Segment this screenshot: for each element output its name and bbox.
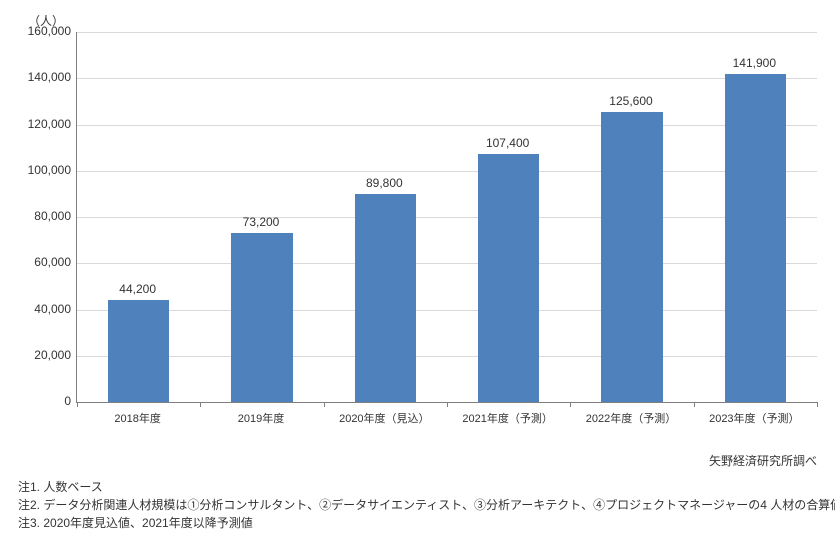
gridline (77, 125, 817, 126)
x-tick-label: 2019年度 (201, 410, 321, 426)
x-tick-label: 2018年度 (78, 410, 198, 426)
y-tick-label: 160,000 (16, 24, 71, 38)
x-tick-label: 2023年度（予測） (694, 410, 814, 426)
bar-value-label: 107,400 (468, 136, 548, 150)
gridline (77, 217, 817, 218)
x-tick (447, 402, 448, 407)
gridline (77, 171, 817, 172)
bar-value-label: 73,200 (221, 215, 301, 229)
chart-container: （人） 矢野経済研究所調べ 注1. 人数ベース 注2. データ分析関連人材規模は… (0, 0, 835, 534)
x-tick-label: 2021年度（予測） (448, 410, 568, 426)
footnote-2: 注2. データ分析関連人材規模は①分析コンサルタント、②データサイエンティスト、… (18, 496, 835, 513)
bar (601, 112, 663, 402)
gridline (77, 310, 817, 311)
gridline (77, 78, 817, 79)
y-tick-label: 120,000 (16, 117, 71, 131)
bar-value-label: 125,600 (591, 94, 671, 108)
y-tick-label: 40,000 (16, 302, 71, 316)
y-tick-label: 20,000 (16, 348, 71, 362)
y-tick-label: 140,000 (16, 70, 71, 84)
gridline (77, 356, 817, 357)
x-tick (694, 402, 695, 407)
bar-value-label: 141,900 (714, 56, 794, 70)
bar (231, 233, 293, 402)
x-tick (200, 402, 201, 407)
y-tick-label: 80,000 (16, 209, 71, 223)
bar (355, 194, 417, 402)
y-tick-label: 100,000 (16, 163, 71, 177)
bar-value-label: 89,800 (344, 176, 424, 190)
y-tick-label: 60,000 (16, 255, 71, 269)
footnote-1: 注1. 人数ベース (18, 478, 103, 495)
x-tick (817, 402, 818, 407)
gridline (77, 32, 817, 33)
x-tick-label: 2020年度（見込） (324, 410, 444, 426)
x-tick (570, 402, 571, 407)
footnote-3: 注3. 2020年度見込値、2021年度以降予測値 (18, 514, 253, 531)
bar (725, 74, 787, 402)
gridline (77, 263, 817, 264)
bar-value-label: 44,200 (98, 282, 178, 296)
source-attribution: 矢野経済研究所調べ (709, 452, 817, 469)
x-tick (324, 402, 325, 407)
y-tick-label: 0 (16, 394, 71, 408)
bar (108, 300, 170, 402)
x-tick-label: 2022年度（予測） (571, 410, 691, 426)
bar (478, 154, 540, 402)
plot-area (76, 32, 817, 403)
x-tick (77, 402, 78, 407)
